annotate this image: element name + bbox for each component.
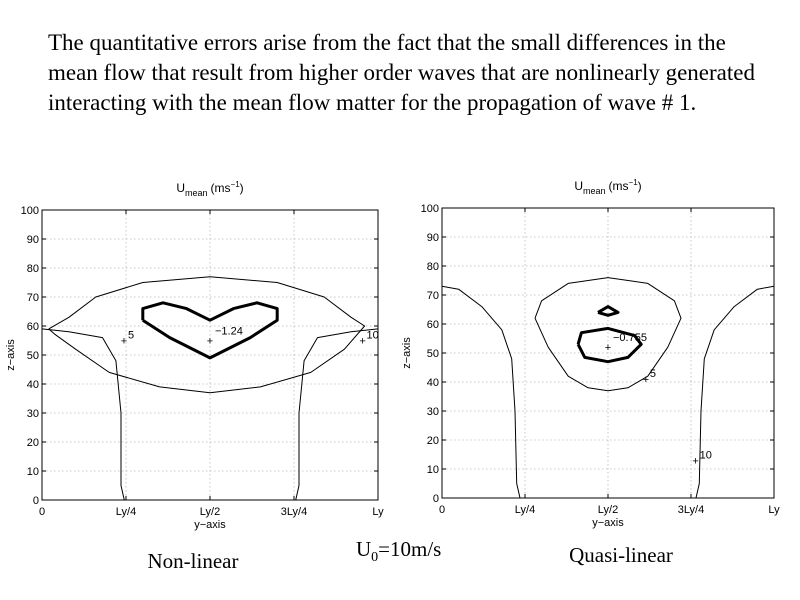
- contour-label: 5: [650, 368, 656, 380]
- min-marker-plus: +: [207, 336, 213, 348]
- y-tick-label: 100: [421, 203, 439, 215]
- contour-label-plus: +: [692, 455, 698, 467]
- x-tick-label: Ly/2: [200, 506, 220, 518]
- y-tick-label: 80: [27, 263, 39, 275]
- contour-line-thin: [41, 328, 125, 501]
- chart-title: Umean (ms−1): [176, 180, 243, 198]
- x-tick-label: 3Ly/4: [678, 504, 705, 516]
- y-tick-label: 100: [21, 205, 39, 217]
- y-tick-label: 60: [27, 321, 39, 333]
- y-tick-label: 90: [27, 234, 39, 246]
- contour-label: 5: [128, 330, 134, 342]
- contour-line-thin: [695, 285, 775, 499]
- x-axis-label: y−axis: [194, 519, 226, 531]
- contour-line-thick: [576, 326, 643, 364]
- y-tick-label: 70: [27, 292, 39, 304]
- contour-line-thick: [597, 305, 620, 317]
- x-tick-label: 3Ly/4: [281, 506, 308, 518]
- contour-line-thin: [295, 328, 379, 501]
- contour-line-thin: [48, 276, 366, 394]
- contour-line-thin: [441, 285, 521, 499]
- min-marker-label: −0.755: [613, 332, 647, 344]
- y-tick-label: 40: [427, 377, 439, 389]
- velocity-label: U0=10m/s: [356, 537, 441, 565]
- chart-panel-2: 0 10 20 30 40 50 60 70 80 90 100 0 Ly/4 Ly/2 3Ly/4 Ly y−…: [401, 178, 780, 567]
- x-axis-label: y−axis: [592, 517, 624, 529]
- x-tick-label: Ly: [768, 504, 780, 516]
- y-tick-label: 0: [33, 495, 39, 507]
- x-tick-label: Ly: [372, 506, 384, 518]
- x-tick-label: Ly/4: [515, 504, 535, 516]
- panel-caption-1: Non-linear: [148, 549, 239, 573]
- contour-label-plus: +: [359, 336, 365, 348]
- y-tick-label: 70: [427, 290, 439, 302]
- caption-text: The quantitative errors arise from the f…: [48, 30, 755, 115]
- chart-title: Umean (ms−1): [574, 178, 641, 196]
- y-tick-label: 20: [27, 437, 39, 449]
- chart-panel-1: 0 10 20 30 40 50 60 70 80 90 100 0 Ly/4 Ly/2 3Ly/4 Ly y−…: [5, 180, 384, 573]
- y-axis-label: z−axis: [401, 337, 413, 369]
- x-tick-label: 0: [39, 506, 45, 518]
- contour-label: 10: [367, 330, 379, 342]
- y-tick-label: 10: [427, 464, 439, 476]
- y-axis-label: z−axis: [5, 339, 17, 371]
- y-tick-label: 90: [427, 232, 439, 244]
- y-tick-label: 50: [427, 348, 439, 360]
- x-tick-label: Ly/2: [598, 504, 618, 516]
- panel-caption-2: Quasi-linear: [569, 543, 673, 567]
- y-tick-label: 30: [27, 408, 39, 420]
- y-tick-label: 10: [27, 466, 39, 478]
- contour-line-thick: [141, 301, 279, 360]
- y-tick-label: 30: [427, 406, 439, 418]
- y-tick-label: 80: [427, 261, 439, 273]
- min-marker-plus: +: [605, 342, 611, 354]
- contour-line-thin: [534, 277, 682, 392]
- contour-label-plus: +: [121, 336, 127, 348]
- x-tick-label: 0: [439, 504, 445, 516]
- contour-label-plus: +: [643, 374, 649, 386]
- y-tick-label: 20: [427, 435, 439, 447]
- x-tick-label: Ly/4: [116, 506, 136, 518]
- y-tick-label: 40: [27, 379, 39, 391]
- y-tick-label: 50: [27, 350, 39, 362]
- contour-label: 10: [700, 449, 712, 461]
- y-tick-label: 60: [427, 319, 439, 331]
- min-marker-label: −1.24: [215, 326, 243, 338]
- y-tick-label: 0: [433, 493, 439, 505]
